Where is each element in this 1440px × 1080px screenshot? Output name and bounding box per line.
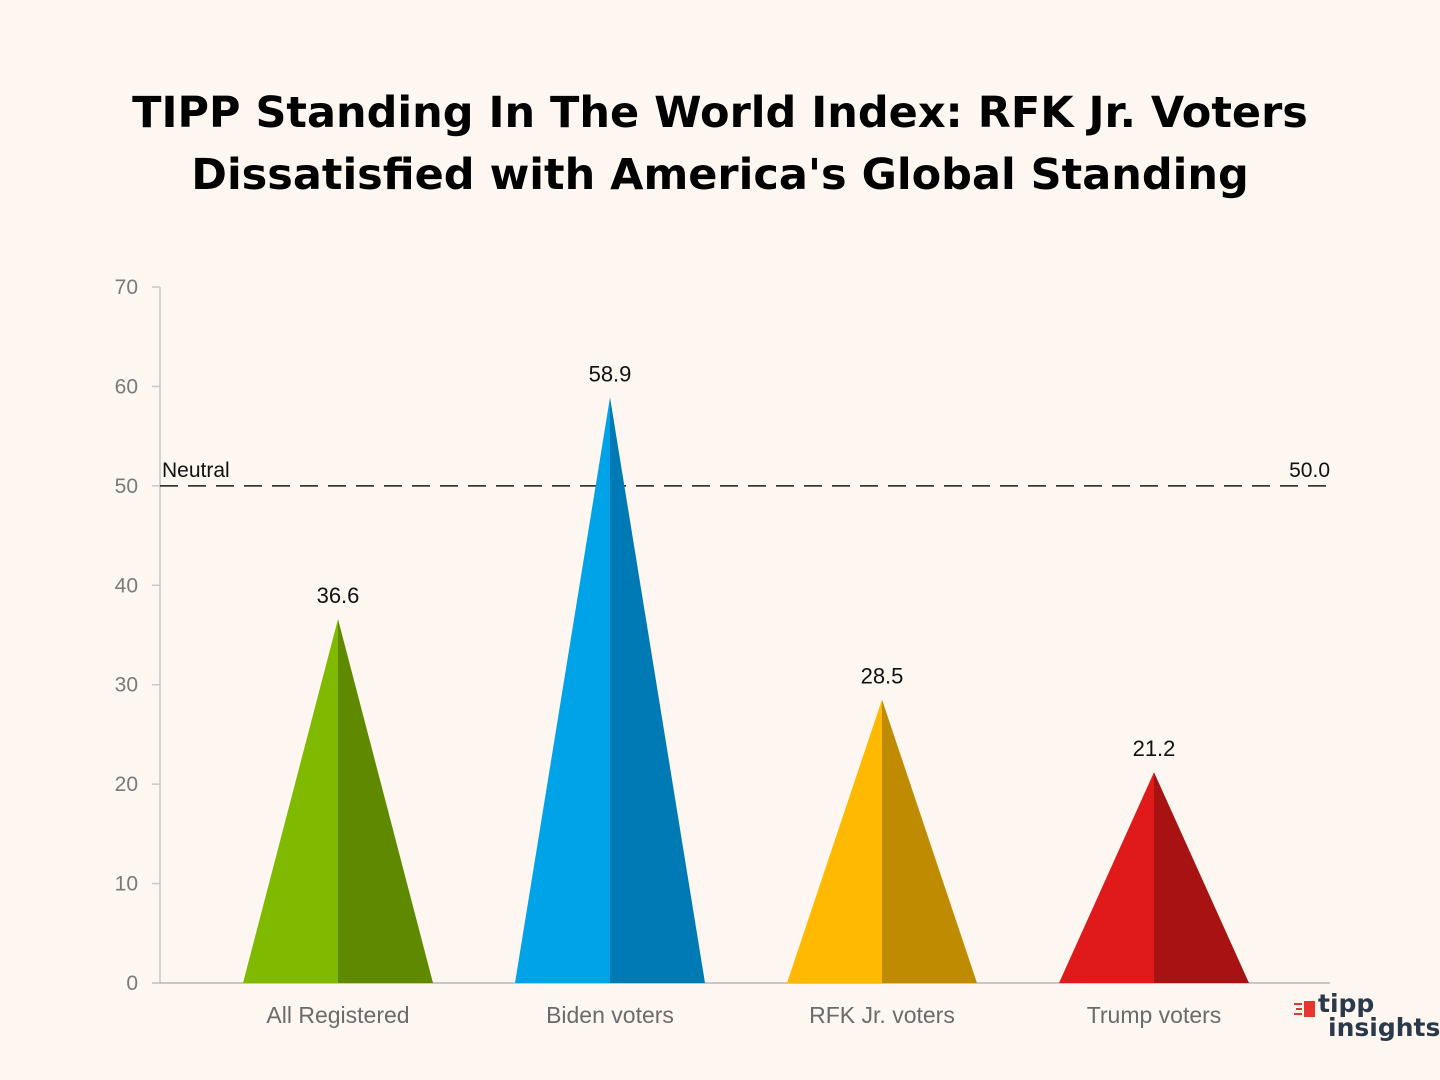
y-tick-label: 30 [115,674,138,697]
bar-face-dark [882,699,977,983]
y-tick-label: 50 [115,475,138,498]
neutral-value-label: 50.0 [1289,459,1330,482]
category-label: RFK Jr. voters [809,1002,955,1028]
data-label: 36.6 [317,583,360,608]
category-label: Biden voters [546,1002,674,1028]
bar-face-light [243,619,338,983]
data-label: 58.9 [589,361,632,386]
y-tick-label: 0 [126,972,138,995]
data-label: 21.2 [1133,736,1176,761]
bar-4 [1059,772,1249,983]
bar-3 [787,699,977,983]
bar-face-dark [338,619,433,983]
y-tick-label: 40 [115,574,138,597]
bar-face-light [787,699,882,983]
bar-face-dark [1154,772,1249,983]
neutral-label: Neutral [162,459,230,482]
brand-word-tipp: tipp [1318,989,1375,1018]
chart-title-line-1: TIPP Standing In The World Index: RFK Jr… [132,88,1308,138]
category-label: All Registered [266,1002,409,1028]
data-label: 28.5 [861,664,904,689]
bar-face-light [515,397,610,983]
chart-title: TIPP Standing In The World Index: RFK Jr… [0,82,1440,206]
y-tick-label: 20 [115,773,138,796]
chart-title-line-2: Dissatisfied with America's Global Stand… [191,150,1249,200]
bar-face-dark [610,397,705,983]
bar-2 [515,397,705,983]
y-tick-label: 10 [115,873,138,896]
brand-mark-icon [1294,1001,1315,1017]
category-label: Trump voters [1087,1002,1222,1028]
y-tick-label: 70 [115,276,138,299]
bar-1 [243,619,433,983]
bar-face-light [1059,772,1154,983]
y-tick-label: 60 [115,375,138,398]
brand-logo: tipp insights [1290,989,1440,1048]
brand-word-insights: insights [1328,1013,1440,1042]
